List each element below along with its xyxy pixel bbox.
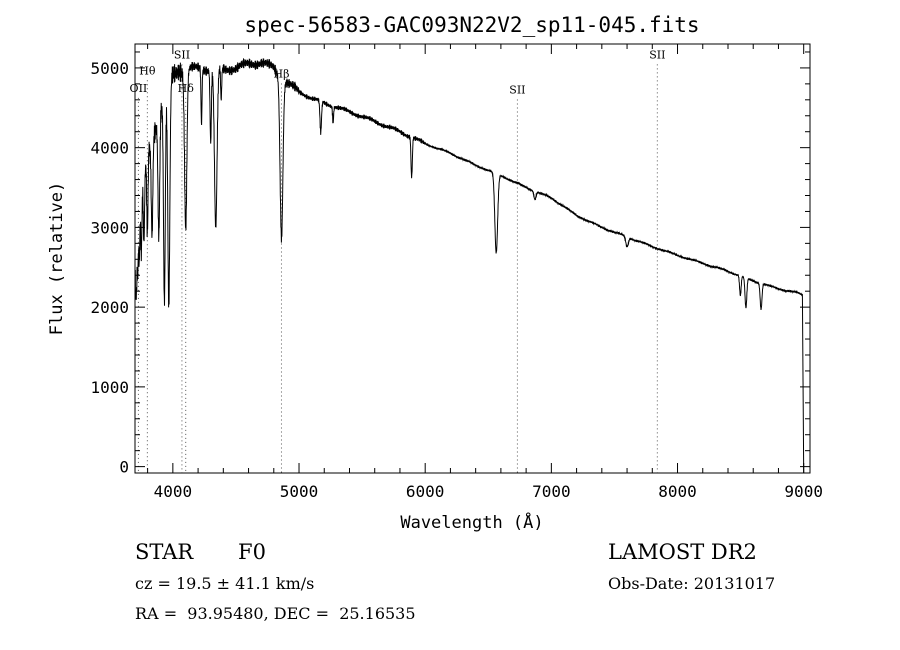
y-tick-label: 5000 [90, 59, 129, 78]
spectrum-line [134, 58, 805, 474]
plot-axes: 4000 5000 6000 7000 8000 9000 0 1000 2000 3000 400… [90, 43, 823, 501]
line-marker-label: SII [174, 48, 190, 61]
line-marker-label: Hθ [139, 64, 156, 77]
y-tick-label: 3000 [90, 218, 129, 237]
object-class: STAR [135, 540, 194, 564]
y-tick-label: 2000 [90, 298, 129, 317]
survey-name: LAMOST DR2 [608, 540, 757, 564]
y-axis-label: Flux (relative) [47, 182, 67, 336]
x-tick-label: 4000 [154, 482, 193, 501]
y-tick-label: 4000 [90, 139, 129, 158]
line-marker-label: SII [649, 48, 665, 61]
x-tick-label: 9000 [784, 482, 823, 501]
y-tick-label: 1000 [90, 378, 129, 397]
x-tick-label: 6000 [406, 482, 445, 501]
y-tick-label: 0 [119, 458, 129, 477]
line-marker-label: Hδ [178, 82, 195, 95]
chart-title: spec-56583-GAC093N22V2_sp11-045.fits [244, 13, 699, 37]
observation-date: Obs-Date: 20131017 [608, 574, 776, 593]
x-tick-label: 7000 [532, 482, 571, 501]
line-marker-label: OII [130, 82, 148, 95]
object-subclass: F0 [238, 540, 266, 564]
line-marker-label: SII [509, 83, 525, 96]
sky-coordinates: RA = 93.95480, DEC = 25.16535 [135, 604, 416, 623]
x-tick-label: 8000 [658, 482, 697, 501]
redshift-velocity: cz = 19.5 ± 41.1 km/s [135, 574, 315, 593]
spectrum-series [134, 58, 805, 474]
plot-frame [134, 43, 811, 474]
x-axis-label: Wavelength (Å) [400, 511, 543, 533]
x-tick-label: 5000 [280, 482, 319, 501]
